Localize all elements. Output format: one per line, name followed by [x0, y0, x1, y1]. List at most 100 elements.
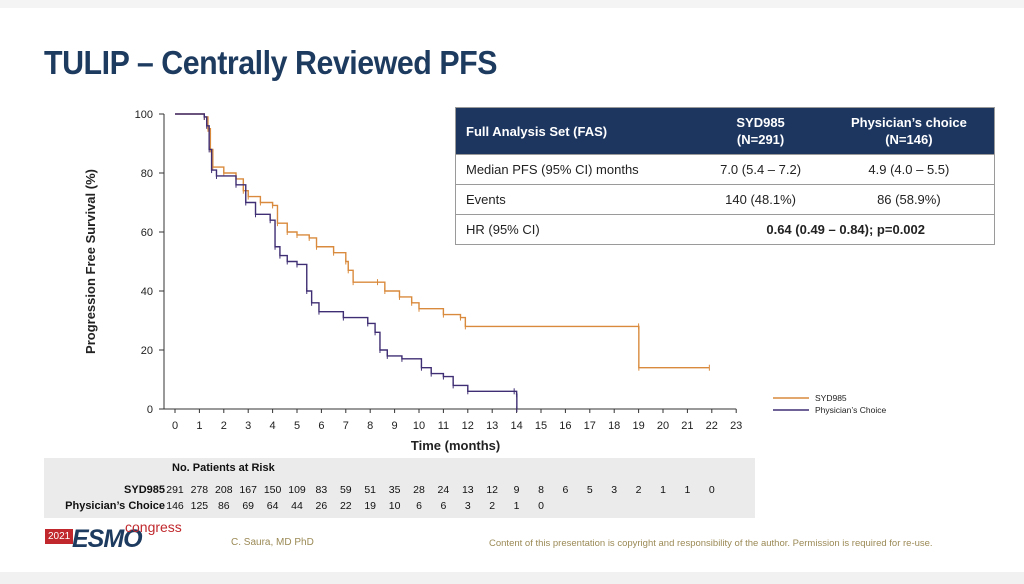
risk-value: 278 — [190, 484, 209, 496]
x-tick-label: 3 — [245, 420, 251, 432]
x-tick-label: 14 — [510, 420, 522, 432]
x-axis-label: Time (months) — [411, 438, 500, 453]
risk-value: 109 — [288, 484, 306, 496]
hr-value: 0.64 (0.49 – 0.84); p=0.002 — [697, 214, 995, 245]
legend-label: Physician’s Choice — [815, 405, 886, 415]
table-row: Events 140 (48.1%) 86 (58.9%) — [455, 184, 995, 215]
risk-row-label-pc: Physician’s Choice — [65, 500, 165, 512]
table-header-syd985-text: SYD985 (N=291) — [736, 115, 785, 147]
risk-value: 3 — [611, 484, 618, 496]
x-tick-label: 21 — [681, 420, 693, 432]
risk-value: 150 — [263, 484, 282, 496]
risk-value: 44 — [291, 500, 303, 512]
risk-value: 5 — [586, 484, 593, 496]
risk-value: 6 — [416, 500, 422, 512]
risk-value: 12 — [486, 484, 499, 496]
x-tick-label: 4 — [270, 420, 276, 432]
x-tick-label: 18 — [608, 420, 620, 432]
logo-year: 2021 — [45, 529, 74, 544]
copyright-notice: Content of this presentation is copyrigh… — [489, 538, 933, 549]
table-header-pc-text: Physician’s choice (N=146) — [850, 115, 967, 147]
risk-value: 6 — [562, 484, 569, 496]
x-tick-label: 9 — [392, 420, 398, 432]
row-label: HR (95% CI) — [455, 214, 698, 245]
x-tick-label: 13 — [486, 420, 498, 432]
table-header-syd985: SYD985 (N=291) — [697, 107, 824, 155]
x-tick-label: 7 — [343, 420, 349, 432]
risk-value: 64 — [266, 500, 279, 512]
top-strip — [0, 0, 1024, 8]
x-tick-label: 5 — [294, 420, 300, 432]
x-tick-label: 17 — [584, 420, 596, 432]
risk-value: 59 — [339, 484, 352, 496]
bottom-strip — [0, 572, 1024, 584]
author: C. Saura, MD PhD — [231, 537, 314, 548]
risk-value: 208 — [215, 484, 233, 496]
y-tick-label: 80 — [141, 168, 153, 180]
row-label: Median PFS (95% CI) months — [455, 154, 698, 185]
y-tick-label: 100 — [135, 109, 153, 121]
x-tick-label: 23 — [730, 420, 742, 432]
risk-value: 1 — [513, 500, 520, 512]
risk-value: 0 — [708, 484, 715, 496]
slide-title: TULIP – Centrally Reviewed PFS — [44, 44, 498, 81]
risk-value: 146 — [166, 500, 184, 512]
x-tick-label: 11 — [438, 420, 449, 432]
table-row: HR (95% CI) 0.64 (0.49 – 0.84); p=0.002 — [455, 214, 995, 245]
legend-label: SYD985 — [815, 393, 847, 403]
risk-value: 69 — [242, 500, 255, 512]
x-tick-label: 19 — [632, 420, 644, 432]
risk-value: 2 — [635, 484, 642, 496]
x-tick-label: 2 — [221, 420, 227, 432]
x-tick-label: 8 — [367, 420, 373, 432]
risk-value: 10 — [388, 500, 401, 512]
risk-value: 2 — [489, 500, 496, 512]
risk-value: 26 — [315, 500, 328, 512]
risk-value: 86 — [217, 500, 230, 512]
x-tick-label: 15 — [535, 420, 547, 432]
risk-value: 0 — [538, 500, 544, 512]
table-header-pc: Physician’s choice (N=146) — [823, 107, 995, 155]
x-tick-label: 20 — [657, 420, 669, 432]
logo-name: ESMO — [72, 525, 143, 553]
risk-value: 125 — [190, 500, 209, 512]
risk-table-title: No. Patients at Risk — [172, 462, 275, 474]
risk-value: 9 — [513, 484, 520, 496]
risk-value: 28 — [413, 484, 425, 496]
risk-row-label-syd985: SYD985 — [124, 484, 165, 496]
risk-value: 35 — [388, 484, 401, 496]
x-tick-label: 22 — [706, 420, 718, 432]
y-tick-label: 60 — [141, 227, 153, 239]
risk-table: No. Patients at Risk SYD985 Physician’s … — [44, 458, 755, 518]
y-tick-label: 40 — [141, 286, 153, 298]
risk-value: 22 — [339, 500, 352, 512]
logo-sub: congress — [125, 519, 182, 535]
risk-value: 51 — [364, 484, 377, 496]
x-tick-label: 12 — [462, 420, 474, 432]
risk-value: 83 — [315, 484, 328, 496]
summary-table: Full Analysis Set (FAS) SYD985 (N=291) Ph… — [455, 107, 995, 245]
y-axis-label: Progression Free Survival (%) — [83, 169, 98, 354]
risk-value: 1 — [660, 484, 666, 496]
risk-value: 19 — [364, 500, 377, 512]
risk-value: 8 — [538, 484, 544, 496]
y-tick-label: 20 — [141, 345, 153, 357]
risk-value: 6 — [440, 500, 447, 512]
table-row: Median PFS (95% CI) months 7.0 (5.4 – 7.… — [455, 154, 995, 185]
pc-value: 86 (58.9%) — [823, 184, 995, 215]
esmo-logo: 2021 ESMO congress — [45, 519, 182, 555]
x-tick-label: 0 — [172, 420, 178, 432]
syd985-value: 140 (48.1%) — [697, 184, 824, 215]
y-tick-label: 0 — [147, 404, 153, 416]
x-tick-label: 16 — [559, 420, 571, 432]
x-tick-label: 10 — [413, 420, 425, 432]
risk-value: 13 — [461, 484, 474, 496]
row-label: Events — [455, 184, 698, 215]
risk-value: 167 — [239, 484, 257, 496]
table-header-fas: Full Analysis Set (FAS) — [455, 107, 698, 155]
risk-value: 24 — [437, 484, 450, 496]
x-tick-label: 6 — [318, 420, 324, 432]
risk-value: 1 — [684, 484, 691, 496]
risk-value: 3 — [464, 500, 471, 512]
